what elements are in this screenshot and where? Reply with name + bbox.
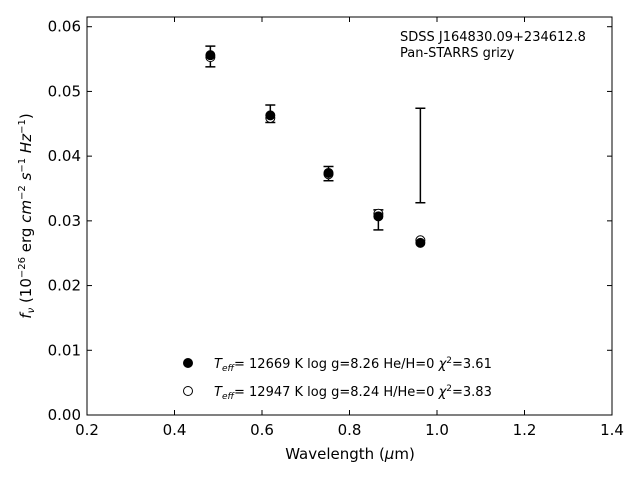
- y-tick-label: 0.00: [48, 406, 81, 424]
- data-points: [205, 50, 426, 248]
- y-tick-label: 0.02: [48, 277, 81, 295]
- y-axis-label: fν (10−26 erg cm−2 s−1 Hz−1): [17, 113, 37, 318]
- x-tick-label: 0.2: [75, 421, 99, 439]
- x-tick-label: 1.4: [600, 421, 624, 439]
- y-tick-label: 0.05: [48, 82, 81, 100]
- model-point-filled: [415, 237, 426, 248]
- legend-marker-open: [183, 386, 193, 396]
- x-tick-label: 1.0: [425, 421, 449, 439]
- model-point-filled: [205, 50, 216, 61]
- model-point-filled: [265, 110, 276, 121]
- plot-area: [86, 16, 613, 416]
- legend: Teff= 12669 K log g=8.26 He/H=0 χ2=3.61 …: [183, 356, 492, 402]
- x-tick-label: 0.6: [250, 421, 274, 439]
- y-tick-label: 0.03: [48, 212, 81, 230]
- x-tick-label: 0.4: [163, 421, 187, 439]
- x-tick-label: 1.2: [513, 421, 537, 439]
- model-point-filled: [373, 211, 384, 222]
- annotation-line-1: SDSS J164830.09+234612.8: [400, 30, 586, 45]
- error-bars: [205, 45, 426, 231]
- x-axis-label: Wavelength (μm): [285, 445, 415, 463]
- legend-entry-1: Teff= 12669 K log g=8.26 He/H=0 χ2=3.61: [214, 356, 492, 374]
- y-tick-label: 0.04: [48, 147, 81, 165]
- axis-ticks: 0.2 0.4 0.6 0.8 1.0 1.2 1.4 0.00 0.01 0.02 0.03 0.0…: [48, 17, 624, 439]
- y-tick-label: 0.01: [48, 341, 81, 359]
- legend-marker-filled: [183, 358, 193, 368]
- y-tick-label: 0.06: [48, 18, 81, 36]
- plot-frame: [86, 16, 613, 416]
- model-point-filled: [323, 167, 334, 178]
- annotation-line-2: Pan-STARRS grizy: [400, 46, 515, 61]
- legend-entry-2: Teff= 12947 K log g=8.24 H/He=0 χ2=3.83: [214, 384, 492, 402]
- x-tick-label: 0.8: [338, 421, 362, 439]
